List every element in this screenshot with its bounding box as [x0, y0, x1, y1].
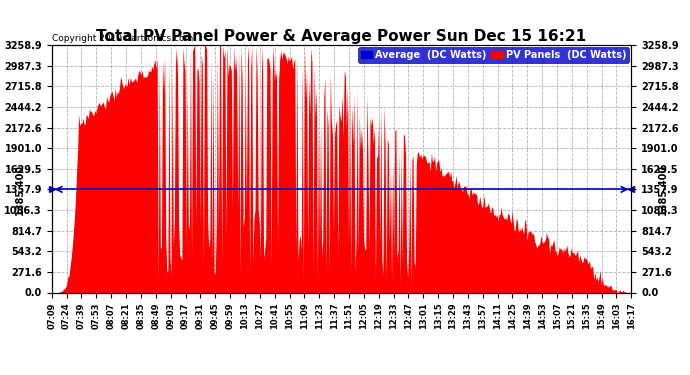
Legend: Average  (DC Watts), PV Panels  (DC Watts): Average (DC Watts), PV Panels (DC Watts)	[357, 47, 629, 63]
Title: Total PV Panel Power & Average Power Sun Dec 15 16:21: Total PV Panel Power & Average Power Sun…	[97, 29, 586, 44]
Text: 1385.400: 1385.400	[658, 164, 668, 215]
Text: Copyright 2019 Cartronics.com: Copyright 2019 Cartronics.com	[52, 33, 193, 42]
Text: 1385.400: 1385.400	[15, 164, 25, 215]
